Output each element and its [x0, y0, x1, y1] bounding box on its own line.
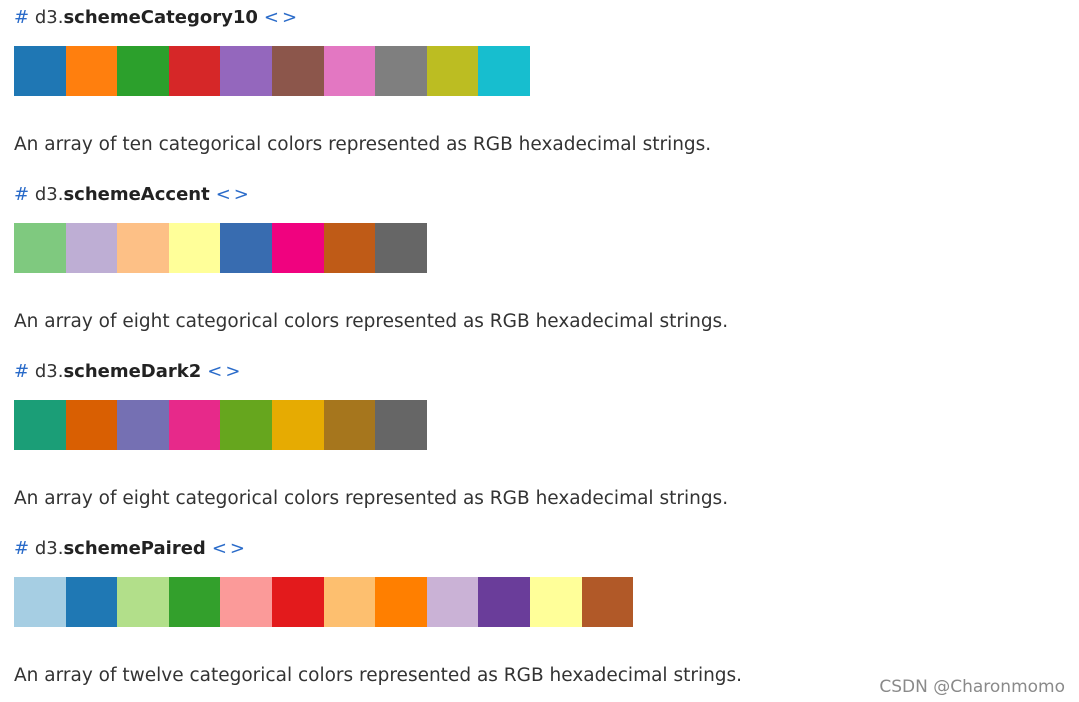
color-swatch: [220, 46, 272, 96]
color-swatch: [117, 223, 169, 273]
anchor-link[interactable]: #: [14, 7, 30, 28]
color-swatch: [426, 46, 479, 96]
swatch-row: [14, 46, 530, 96]
heading-prefix: d3.: [34, 538, 64, 559]
color-swatch: [220, 223, 272, 273]
color-swatch: [117, 400, 169, 450]
color-swatch: [271, 400, 324, 450]
color-swatch: [14, 400, 66, 450]
source-link[interactable]: <>: [211, 538, 248, 559]
color-swatch: [323, 400, 376, 450]
color-swatch: [271, 46, 324, 96]
color-swatch: [168, 46, 221, 96]
scheme-name: schemeCategory10: [63, 7, 258, 28]
swatch-row: [14, 400, 427, 450]
scheme-name: schemePaired: [63, 538, 206, 559]
description: An array of ten categorical colors repre…: [14, 134, 712, 155]
section-heading: # d3.schemePaired <>: [14, 537, 248, 561]
anchor-link[interactable]: #: [14, 538, 30, 559]
color-swatch: [65, 400, 118, 450]
heading-prefix: d3.: [34, 184, 64, 205]
anchor-link[interactable]: #: [14, 361, 30, 382]
watermark: CSDN @Charonmomo: [879, 677, 1065, 697]
color-swatch: [271, 223, 324, 273]
color-swatch: [14, 223, 66, 273]
color-swatch: [375, 577, 427, 627]
color-swatch: [323, 46, 376, 96]
heading-prefix: d3.: [34, 361, 64, 382]
color-swatch: [271, 577, 324, 627]
heading-prefix: d3.: [34, 7, 64, 28]
color-swatch: [478, 46, 530, 96]
color-swatch: [581, 577, 634, 627]
scheme-name: schemeAccent: [63, 184, 210, 205]
scheme-name: schemeDark2: [63, 361, 202, 382]
color-swatch: [117, 577, 169, 627]
color-swatch: [323, 223, 376, 273]
color-swatch: [168, 223, 221, 273]
section-heading: # d3.schemeCategory10 <>: [14, 6, 300, 30]
color-swatch: [65, 223, 118, 273]
color-swatch: [14, 46, 66, 96]
color-swatch: [529, 577, 582, 627]
description: An array of eight categorical colors rep…: [14, 488, 729, 509]
anchor-link[interactable]: #: [14, 184, 30, 205]
color-swatch: [65, 577, 118, 627]
description: An array of twelve categorical colors re…: [14, 665, 743, 686]
description: An array of eight categorical colors rep…: [14, 311, 729, 332]
color-swatch: [168, 400, 221, 450]
section-heading: # d3.schemeAccent <>: [14, 183, 252, 207]
color-swatch: [168, 577, 221, 627]
color-swatch: [375, 400, 427, 450]
color-swatch: [117, 46, 169, 96]
source-link[interactable]: <>: [207, 361, 244, 382]
color-swatch: [65, 46, 118, 96]
swatch-row: [14, 223, 427, 273]
color-swatch: [323, 577, 376, 627]
color-swatch: [14, 577, 66, 627]
color-swatch: [220, 400, 272, 450]
source-link[interactable]: <>: [263, 7, 301, 28]
color-swatch: [220, 577, 272, 627]
color-swatch: [426, 577, 479, 627]
swatch-row: [14, 577, 634, 627]
section-heading: # d3.schemeDark2 <>: [14, 360, 243, 384]
source-link[interactable]: <>: [215, 184, 252, 205]
color-swatch: [478, 577, 530, 627]
color-swatch: [375, 223, 427, 273]
color-swatch: [375, 46, 427, 96]
